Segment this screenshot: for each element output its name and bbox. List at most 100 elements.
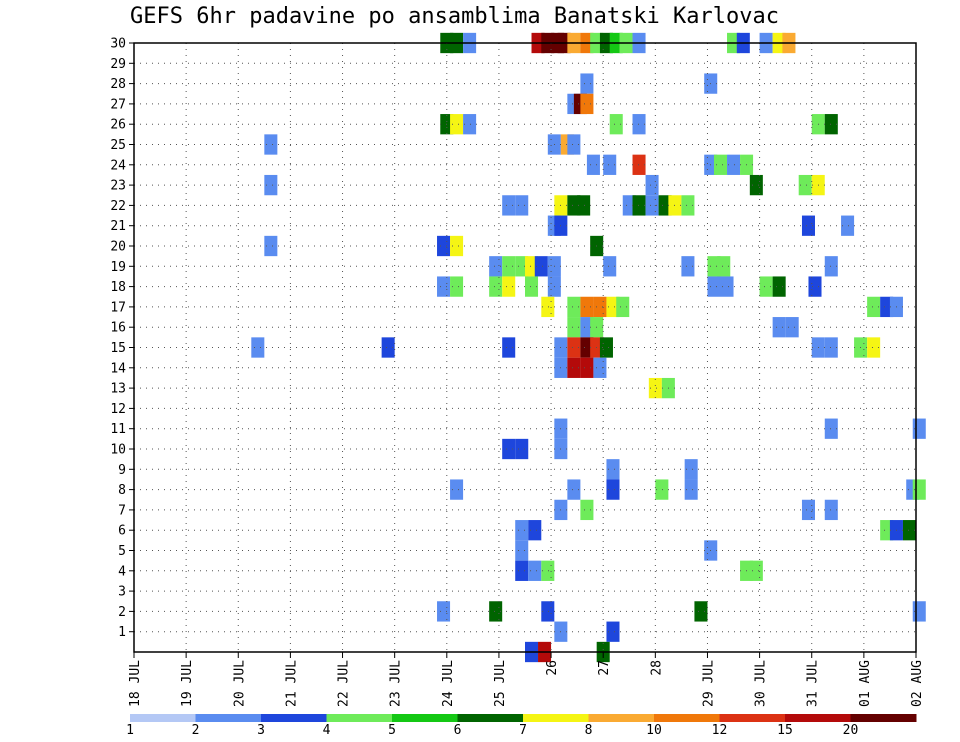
data-cell-48 <box>515 195 529 216</box>
x-tick-label: 24 JUL <box>441 660 456 707</box>
colorbar-label: 20 <box>843 723 859 738</box>
x-tick-label: 27 <box>597 660 612 676</box>
data-cell-60 <box>801 215 815 236</box>
colorbar-segment <box>326 714 393 722</box>
data-cell-100 <box>772 317 786 338</box>
data-cell-90 <box>580 296 594 318</box>
data-cell-132 <box>684 479 698 500</box>
x-tick-label: 25 JUL <box>493 660 508 707</box>
data-cell-70 <box>534 256 548 277</box>
data-cell-138 <box>824 499 838 521</box>
data-cell-51 <box>577 195 591 216</box>
colorbar-label: 5 <box>388 723 396 738</box>
x-tick-label: 01 AUG <box>858 660 873 707</box>
data-cell-31 <box>264 134 278 155</box>
data-cell-157 <box>606 621 620 642</box>
x-tick-label: 28 <box>649 660 664 676</box>
data-cell-34 <box>567 134 581 155</box>
data-cell-19 <box>580 73 594 94</box>
data-cell-91 <box>593 296 607 318</box>
colorbar-segment <box>654 714 720 722</box>
data-cell-129 <box>567 479 581 500</box>
y-tick-label: 22 <box>110 199 126 214</box>
colorbar-label: 8 <box>585 723 593 738</box>
data-cell-154 <box>694 601 708 622</box>
data-cell-106 <box>567 337 581 358</box>
data-cell-87 <box>808 276 822 297</box>
data-cell-43 <box>645 174 659 196</box>
data-cell-63 <box>437 235 451 257</box>
data-cell-54 <box>645 195 659 216</box>
data-cell-128 <box>450 479 464 500</box>
y-tick-label: 29 <box>110 57 126 72</box>
data-cell-47 <box>502 195 516 216</box>
data-cell-115 <box>567 357 581 378</box>
x-tick-label: 22 JUL <box>337 660 352 707</box>
data-cell-127 <box>684 459 698 480</box>
data-cell-102 <box>251 337 265 358</box>
data-cell-57 <box>681 195 695 216</box>
y-tick-label: 21 <box>110 219 126 234</box>
chart-title: GEFS 6hr padavine po ansamblima Banatski… <box>130 4 780 29</box>
colorbar-label: 12 <box>712 723 728 738</box>
data-cell-37 <box>632 154 646 175</box>
y-tick-label: 15 <box>110 341 126 356</box>
y-tick-label: 27 <box>110 97 126 112</box>
y-tick-label: 19 <box>110 260 126 275</box>
y-tick-label: 1 <box>118 625 126 640</box>
data-cell-137 <box>801 499 815 521</box>
colorbar-segment <box>785 714 851 722</box>
data-cell-73 <box>681 256 695 277</box>
data-cell-118 <box>648 377 662 399</box>
data-cell-140 <box>528 520 542 541</box>
y-tick-label: 16 <box>110 321 126 336</box>
data-cell-78 <box>450 276 464 297</box>
y-tick-label: 28 <box>110 77 126 92</box>
colorbar-segment <box>457 714 524 722</box>
y-tick-label: 10 <box>110 443 126 458</box>
data-cell-42 <box>264 174 278 196</box>
x-tick-label: 19 JUL <box>180 660 195 707</box>
data-cell-124 <box>502 438 516 460</box>
y-tick-label: 3 <box>118 585 126 600</box>
data-cell-62 <box>264 235 278 257</box>
data-cell-147 <box>528 560 542 581</box>
x-tick-label: 26 <box>545 660 560 676</box>
y-tick-label: 4 <box>118 564 126 579</box>
data-cell-136 <box>580 499 594 521</box>
y-tick-label: 25 <box>110 138 126 153</box>
data-cell-84 <box>720 276 734 297</box>
data-cell-150 <box>749 560 763 581</box>
data-cell-94 <box>867 296 881 318</box>
colorbar-label: 1 <box>126 723 134 738</box>
y-axis: 1234567891011121314151617181920212223242… <box>110 37 134 640</box>
y-tick-label: 9 <box>118 463 126 478</box>
colorbar-label: 3 <box>257 723 265 738</box>
data-cell-76 <box>824 256 838 277</box>
data-cell-36 <box>603 154 617 175</box>
colorbar: 1 2 3 4 5 6 7 8 10 12 15 20 <box>126 714 917 738</box>
y-tick-label: 12 <box>110 402 126 417</box>
x-tick-label: 23 JUL <box>389 660 404 707</box>
data-cell-45 <box>798 174 812 196</box>
data-cell-85 <box>759 276 773 297</box>
data-cell-64 <box>450 235 464 257</box>
y-tick-label: 24 <box>110 158 126 173</box>
colorbar-label: 2 <box>192 723 200 738</box>
data-cell-109 <box>599 337 613 358</box>
data-cell-23 <box>580 93 594 115</box>
y-tick-label: 20 <box>110 240 126 255</box>
data-cell-107 <box>580 337 594 358</box>
y-tick-label: 14 <box>110 361 126 376</box>
y-tick-label: 23 <box>110 179 126 194</box>
y-tick-label: 17 <box>110 300 126 315</box>
y-tick-label: 8 <box>118 483 126 498</box>
data-cell-151 <box>437 601 451 622</box>
data-cell-25 <box>450 114 464 135</box>
data-cell-67 <box>502 256 516 277</box>
data-cell-79 <box>489 276 503 297</box>
colorbar-segment <box>523 714 589 722</box>
data-cell-152 <box>489 601 503 622</box>
grid-lines <box>134 42 916 652</box>
